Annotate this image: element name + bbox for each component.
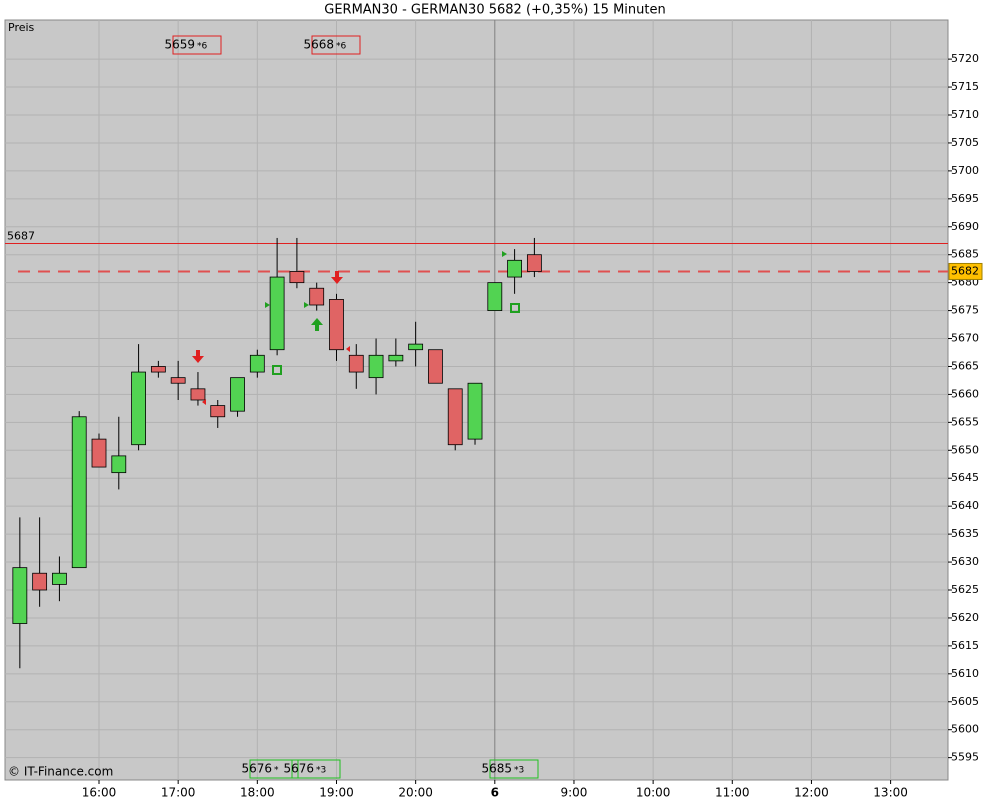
y-tick-label: 5665 (951, 359, 979, 372)
candle-body (32, 572, 48, 591)
x-tick-label: 6 (491, 786, 499, 800)
candle-body (507, 259, 522, 278)
y-tick-label: 5700 (951, 164, 979, 177)
price-badge-label: 5682 (951, 264, 979, 277)
price-line-label: 5687 (7, 230, 35, 243)
y-tick-label: 5685 (951, 248, 979, 261)
candle-body (52, 572, 67, 585)
annotation-box (172, 35, 222, 55)
candle-body (408, 343, 424, 351)
candle-body (249, 354, 265, 373)
candle-body (111, 455, 127, 474)
candle-body (131, 371, 146, 446)
y-tick-label: 5625 (951, 583, 979, 596)
candle-body (190, 388, 206, 401)
signal-triangle (502, 251, 507, 257)
candle-body (309, 287, 325, 306)
y-tick-label: 5605 (951, 695, 979, 708)
plot (12, 237, 542, 669)
buy-arrow (311, 318, 323, 331)
annotation-value: 5676 (283, 762, 314, 776)
candle-body (329, 299, 344, 351)
annotation-box (489, 759, 539, 779)
signal-square (272, 365, 282, 375)
candle-body (368, 354, 384, 379)
y-tick-label: 5720 (951, 52, 979, 65)
candle-body (447, 388, 463, 446)
signal-square (510, 303, 520, 313)
x-tick-label: 20:00 (398, 786, 433, 800)
annotation-box (311, 35, 361, 55)
x-tick-label: 9:00 (560, 786, 587, 800)
x-tick-label: 16:00 (82, 786, 117, 800)
x-tick-label: 10:00 (636, 786, 671, 800)
signal-triangle (265, 302, 270, 308)
signal-markers (192, 251, 520, 405)
annotation-suffix: * (274, 766, 279, 776)
annotation-value: 5676 (241, 762, 272, 776)
annotation-box (249, 759, 299, 779)
candle-body (526, 254, 542, 272)
annotation-value: 5659 (164, 38, 195, 52)
sell-arrow (331, 271, 343, 284)
y-tick-label: 5620 (951, 611, 979, 624)
annotation-suffix: *6 (336, 42, 347, 52)
candle-body (170, 377, 186, 384)
candle-body (230, 377, 245, 412)
candle-body (71, 416, 87, 569)
candle-body (150, 366, 166, 373)
y-tick-label: 5600 (951, 723, 979, 736)
y-tick-label: 5610 (951, 667, 979, 680)
price-badge (948, 262, 983, 280)
x-tick-label: 12:00 (794, 786, 829, 800)
candle-body (210, 405, 226, 418)
y-tick-label: 5645 (951, 471, 979, 484)
annotation-value: 5685 (481, 762, 512, 776)
candle-body (487, 282, 503, 311)
candle-body (428, 349, 443, 384)
y-tick-label: 5670 (951, 332, 979, 345)
candle-body (348, 354, 364, 373)
y-tick-label: 5655 (951, 415, 979, 428)
candle-body (91, 438, 107, 468)
x-tick-label: 17:00 (161, 786, 196, 800)
panel-label: Preis (8, 21, 35, 34)
sell-arrow (192, 350, 204, 363)
y-tick-label: 5695 (951, 192, 979, 205)
x-tick-label: 19:00 (319, 786, 354, 800)
y-tick-label: 5715 (951, 80, 979, 93)
annotation-suffix: *3 (316, 766, 326, 776)
annotation-value: 5668 (303, 38, 334, 52)
grid (5, 20, 948, 780)
x-tick-label: 18:00 (240, 786, 275, 800)
y-tick-label: 5660 (951, 387, 979, 400)
y-tick-label: 5650 (951, 443, 979, 456)
annotation-suffix: *6 (197, 42, 208, 52)
y-tick-label: 5615 (951, 639, 979, 652)
annotation-box (291, 759, 341, 779)
y-tick-label: 5630 (951, 555, 979, 568)
y-tick-label: 5710 (951, 108, 979, 121)
footer: © IT-Finance.com (8, 765, 113, 779)
signal-triangle (304, 302, 309, 308)
candle-body (388, 354, 404, 362)
y-tick-label: 5635 (951, 527, 979, 540)
chart-title: GERMAN30 - GERMAN30 5682 (+0,35%) 15 Min… (324, 3, 665, 18)
y-tick-label: 5690 (951, 220, 979, 233)
y-tick-label: 5705 (951, 136, 979, 149)
signal-triangle (202, 399, 206, 405)
y-tick-label: 5640 (951, 499, 979, 512)
y-tick-label: 5675 (951, 304, 979, 317)
signal-triangle (346, 346, 350, 352)
annotation-suffix: *3 (514, 766, 524, 776)
candle-body (12, 567, 28, 624)
candle-body (269, 276, 285, 351)
candle-body (467, 382, 483, 440)
x-tick-label: 11:00 (715, 786, 750, 800)
y-tick-label: 5595 (951, 751, 979, 764)
candle-body (289, 271, 305, 284)
x-tick-label: 13:00 (873, 786, 908, 800)
